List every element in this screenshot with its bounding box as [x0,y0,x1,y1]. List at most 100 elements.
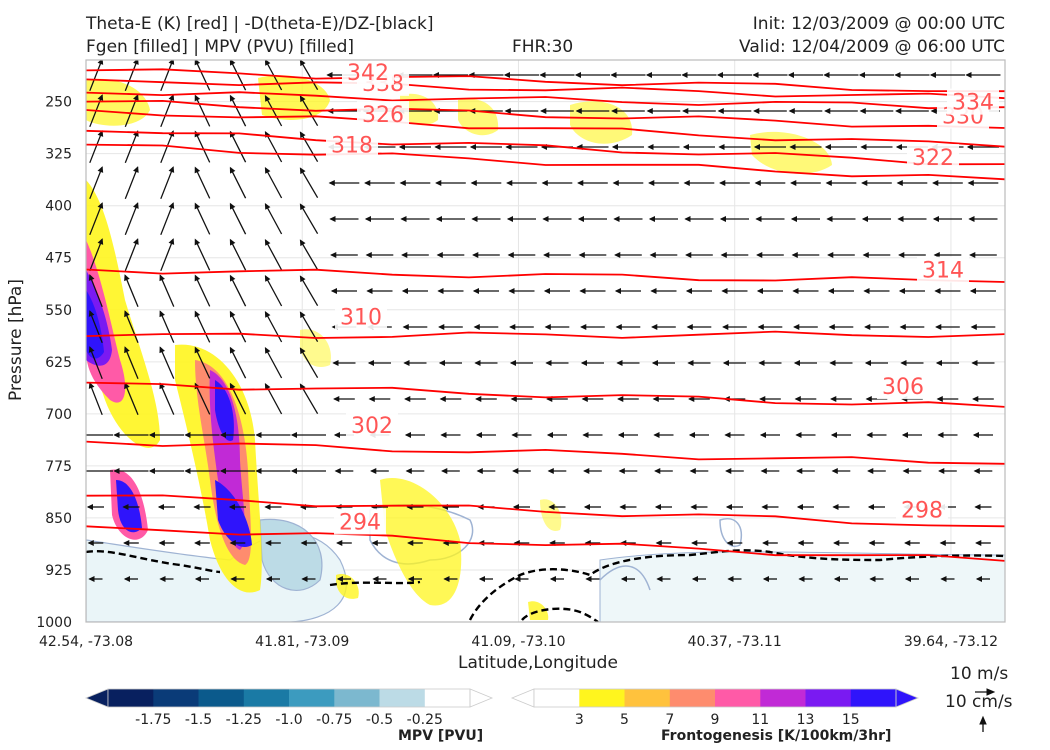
wind-arrowhead [721,287,728,295]
wind-arrow [160,60,174,92]
y-tick-label: 250 [45,95,72,111]
wind-arrow [160,238,174,272]
wind-arrowhead [123,540,130,546]
wind-arrowhead [828,324,835,330]
wind-arrowhead [441,468,448,474]
wind-arrowhead [88,310,95,317]
wind-arrow [194,347,211,379]
wind-arrowhead [229,382,236,390]
wind-arrowhead [966,143,973,151]
theta-e-label: 298 [901,499,943,524]
wind-arrowhead [797,540,804,546]
colorbar-tick-label: 15 [842,712,860,728]
wind-arrowhead [824,143,831,151]
wind-arrowhead [864,359,871,367]
wind-arrowhead [545,359,552,367]
wind-arrowhead [615,324,622,330]
wind-arrowhead [229,346,236,354]
wind-arrowhead [97,202,104,209]
wind-arrowhead [229,202,236,210]
wind-arrowhead [611,143,618,151]
wind-arrowhead [654,468,661,474]
wind-arrowhead [472,252,479,258]
colorbar-swatch [424,689,471,707]
colorbar-tick-label: -0.25 [407,712,443,728]
wind-arrowhead [330,252,337,258]
wind-arrowhead [264,311,271,318]
wind-arrowhead [542,215,549,223]
wind-arrowhead [299,311,306,319]
stability-contour [521,607,599,622]
wind-arrow [194,95,211,127]
wind-arrowhead [299,60,306,67]
wind-arrowhead [403,359,410,367]
wind-arrowhead [88,346,95,353]
wind-arrowhead [620,575,627,583]
stability-contour [468,549,1005,621]
theta-e-contour [86,268,1005,283]
colorbar-swatch [243,689,290,707]
wind-arrowhead [865,396,872,402]
wind-arrowhead [326,71,333,79]
wind-arrowhead [898,252,905,258]
wind-arrowhead [793,359,800,367]
wind-arrow [159,275,175,307]
wind-arrowhead [685,287,692,295]
wind-arrowhead [932,180,939,186]
wind-arrow [229,131,247,163]
colorbar-frame [107,688,471,708]
wind-arrowhead [264,167,271,174]
wind-arrowhead [301,575,308,583]
wind-arrowhead [684,215,691,223]
theta-e-label-bg [907,144,959,171]
wind-arrowhead [229,166,236,174]
wind-arrowhead [264,95,271,102]
wind-arrowhead [435,180,442,186]
wind-arrowhead [504,108,511,114]
wind-arrowhead [469,143,476,151]
forecast-hour: FHR:30 [512,37,574,57]
wind-arrowhead [435,215,442,223]
wind-arrowhead [895,108,902,114]
wind-arrowhead [686,324,693,330]
y-tick-label: 775 [45,459,72,475]
wind-arrowhead [184,431,191,439]
wind-arrowhead [133,202,139,209]
wind-arrowhead [398,143,405,151]
wind-arrow [299,203,319,235]
theta-e-label-bg [326,131,378,158]
wind-arrowhead [970,324,977,330]
wind-arrowhead [474,359,481,367]
wind-arrowhead [365,252,372,258]
wind-arrow [264,239,283,271]
fgen-fill-region [458,98,499,136]
wind-arrowhead [366,287,373,295]
theta-e-label: 306 [882,375,924,400]
wind-arrow [160,130,174,164]
wind-arrowhead [787,71,794,79]
wind-arrow [89,238,103,272]
wind-arrowhead [404,431,411,439]
fgen-colorbar-title: Frontogenesis [K/100km/3hr] [661,728,892,744]
wind-arrowhead [133,60,139,65]
fgen-fill-region [215,380,234,441]
x-tick-label: 41.09, -73.10 [471,634,565,650]
wind-arrowhead [148,431,155,439]
wind-arrowhead [401,252,408,258]
wind-arrowhead [869,575,876,583]
wind-arrow [194,275,211,307]
wind-arrow [299,311,319,343]
wind-arrowhead [617,431,624,439]
wind-arrowhead [896,180,903,186]
wind-arrowhead [329,215,336,223]
wind-arrowhead [578,252,585,258]
wind-arrowhead [577,180,584,186]
wind-arrowhead [656,575,663,583]
wind-arrowhead [691,575,698,583]
wind-arrowhead [727,575,734,583]
mpv-outline [599,565,651,591]
wind-arrowhead [546,431,553,439]
wind-arrowhead [971,359,978,367]
theta-e-contour [86,91,1005,110]
wind-arrowhead [88,575,95,583]
